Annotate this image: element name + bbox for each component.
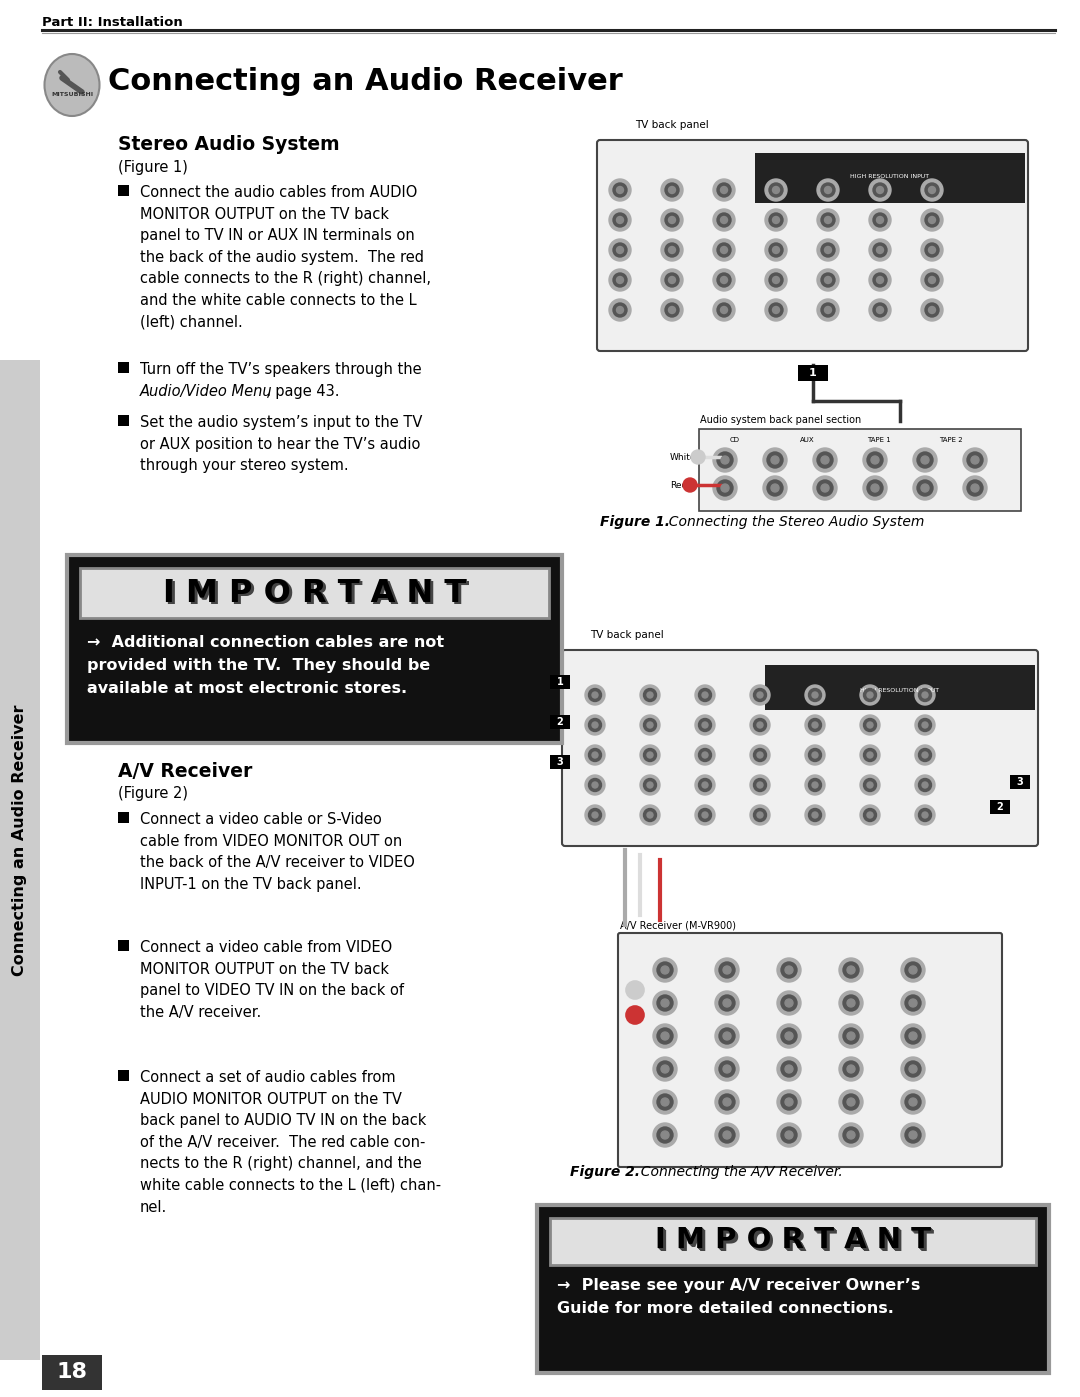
Circle shape	[589, 809, 602, 821]
Bar	[550, 754, 570, 768]
Circle shape	[699, 749, 712, 761]
Circle shape	[717, 303, 731, 317]
Circle shape	[777, 1024, 801, 1048]
Circle shape	[813, 476, 837, 500]
Text: I M P O R T A N T: I M P O R T A N T	[654, 1227, 931, 1255]
Circle shape	[918, 809, 931, 821]
Text: I M P O R T A N T: I M P O R T A N T	[164, 578, 467, 609]
Circle shape	[750, 685, 770, 705]
Circle shape	[924, 212, 939, 226]
Circle shape	[715, 1024, 739, 1048]
Text: Set the audio system’s input to the TV
or AUX position to hear the TV’s audio
th: Set the audio system’s input to the TV o…	[140, 415, 422, 474]
Circle shape	[669, 187, 675, 194]
Text: I M P O R T A N T: I M P O R T A N T	[657, 1228, 933, 1256]
Circle shape	[785, 1098, 793, 1106]
Circle shape	[772, 217, 780, 224]
Circle shape	[640, 715, 660, 735]
Circle shape	[717, 481, 733, 496]
Circle shape	[873, 303, 887, 317]
Circle shape	[924, 303, 939, 317]
Circle shape	[785, 1032, 793, 1039]
Circle shape	[867, 453, 883, 468]
Bar	[67, 555, 562, 743]
Circle shape	[640, 805, 660, 826]
Text: A/V Receiver (M-VR900)
Back panel section: A/V Receiver (M-VR900) Back panel sectio…	[620, 921, 735, 942]
Circle shape	[617, 277, 623, 284]
Text: Connect the audio cables from AUDIO
MONITOR OUTPUT on the TV back
panel to TV IN: Connect the audio cables from AUDIO MONI…	[140, 184, 431, 330]
Circle shape	[719, 1127, 735, 1143]
Circle shape	[769, 183, 783, 197]
Circle shape	[909, 1032, 917, 1039]
Circle shape	[640, 775, 660, 795]
Circle shape	[713, 448, 737, 472]
Circle shape	[699, 809, 712, 821]
Circle shape	[665, 243, 679, 257]
Circle shape	[867, 812, 873, 819]
Circle shape	[915, 745, 935, 766]
Circle shape	[816, 299, 839, 321]
Circle shape	[592, 812, 598, 819]
Circle shape	[873, 243, 887, 257]
Circle shape	[589, 778, 602, 792]
Circle shape	[816, 239, 839, 261]
Circle shape	[754, 718, 767, 732]
Circle shape	[699, 778, 712, 792]
Circle shape	[915, 805, 935, 826]
Circle shape	[754, 778, 767, 792]
Circle shape	[901, 1024, 924, 1048]
Circle shape	[640, 685, 660, 705]
Circle shape	[665, 303, 679, 317]
Circle shape	[929, 306, 935, 313]
Circle shape	[781, 1028, 797, 1044]
Circle shape	[805, 715, 825, 735]
Circle shape	[901, 990, 924, 1016]
Circle shape	[870, 483, 879, 492]
Circle shape	[867, 752, 873, 759]
Circle shape	[867, 481, 883, 496]
Circle shape	[867, 782, 873, 788]
Circle shape	[921, 210, 943, 231]
Circle shape	[839, 990, 863, 1016]
Circle shape	[661, 239, 683, 261]
Circle shape	[905, 1094, 921, 1111]
Circle shape	[702, 782, 708, 788]
Circle shape	[809, 718, 822, 732]
Circle shape	[781, 963, 797, 978]
Circle shape	[609, 210, 631, 231]
Circle shape	[661, 1132, 669, 1139]
Bar	[537, 1206, 1049, 1373]
Bar	[755, 154, 1025, 203]
Circle shape	[929, 277, 935, 284]
Circle shape	[585, 685, 605, 705]
Text: →  Additional connection cables are not
provided with the TV.  They should be
av: → Additional connection cables are not p…	[87, 636, 444, 696]
Bar	[118, 1070, 129, 1081]
Text: I M P O R T A N T: I M P O R T A N T	[165, 580, 468, 610]
Text: Audio/Video Menu: Audio/Video Menu	[140, 384, 272, 400]
Circle shape	[915, 685, 935, 705]
Circle shape	[699, 718, 712, 732]
Circle shape	[777, 958, 801, 982]
Circle shape	[824, 246, 832, 253]
Text: →  Please see your A/V receiver Owner’s
Guide for more detailed connections.: → Please see your A/V receiver Owner’s G…	[557, 1278, 920, 1316]
Circle shape	[772, 277, 780, 284]
Circle shape	[696, 715, 715, 735]
Circle shape	[713, 179, 735, 201]
Circle shape	[585, 715, 605, 735]
Circle shape	[665, 183, 679, 197]
Circle shape	[592, 752, 598, 759]
Circle shape	[971, 483, 978, 492]
Circle shape	[626, 981, 644, 999]
Circle shape	[863, 448, 887, 472]
Circle shape	[805, 745, 825, 766]
Circle shape	[657, 1028, 673, 1044]
Circle shape	[847, 1065, 855, 1073]
Circle shape	[715, 990, 739, 1016]
Circle shape	[909, 1065, 917, 1073]
Circle shape	[715, 1123, 739, 1147]
Circle shape	[877, 246, 883, 253]
Circle shape	[905, 995, 921, 1011]
Text: 2: 2	[556, 717, 564, 726]
Circle shape	[750, 745, 770, 766]
Circle shape	[613, 303, 627, 317]
Circle shape	[867, 722, 873, 728]
